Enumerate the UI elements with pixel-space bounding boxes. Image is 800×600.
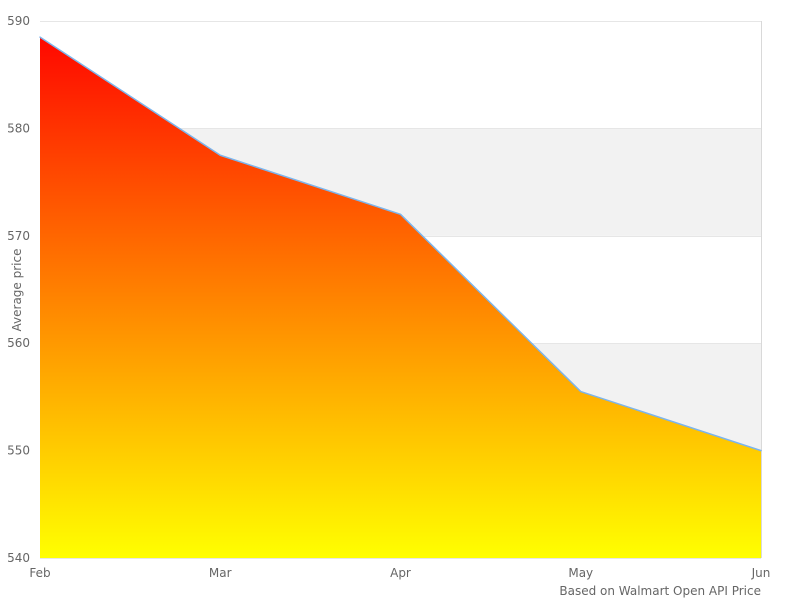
y-tick-label: 570	[7, 229, 30, 243]
chart-caption: Based on Walmart Open API Price	[559, 584, 761, 598]
x-tick-label: Feb	[29, 566, 50, 580]
y-axis-title: Average price	[10, 248, 24, 332]
x-tick-label: Mar	[209, 566, 232, 580]
y-tick-label: 590	[7, 14, 30, 28]
x-tick-label: May	[568, 566, 593, 580]
y-tick-label: 550	[7, 444, 30, 458]
x-tick-label: Apr	[390, 566, 411, 580]
price-area-series	[40, 37, 761, 559]
price-line-series	[39, 36, 762, 452]
x-tick-label: Jun	[751, 566, 771, 580]
y-tick-label: 540	[7, 551, 30, 565]
y-tick-label: 580	[7, 121, 30, 135]
y-tick-label: 560	[7, 336, 30, 350]
